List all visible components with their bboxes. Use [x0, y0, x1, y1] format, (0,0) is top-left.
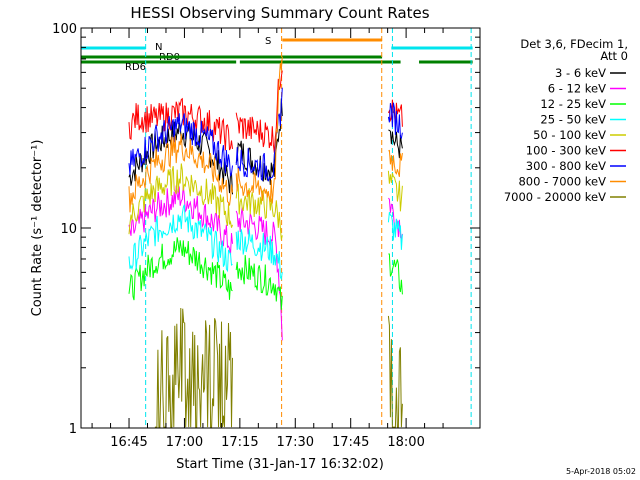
- legend-entry-4: 50 - 100 keV: [533, 128, 606, 142]
- legend-entry-8: 7000 - 20000 keV: [504, 190, 606, 204]
- series-8-segment-1: [387, 315, 403, 428]
- y-tick-label-0: 1: [69, 422, 77, 437]
- series-6-segment-1: [235, 87, 283, 182]
- x-tick-label-5: 18:00: [387, 435, 424, 450]
- legend-entry-3: 25 - 50 keV: [540, 113, 606, 127]
- series-1-segment-0: [128, 185, 233, 255]
- series-2-segment-1: [235, 255, 283, 310]
- x-tick-label-2: 17:15: [221, 435, 258, 450]
- x-axis-label: Start Time (31-Jan-17 16:32:02): [176, 457, 384, 472]
- y-axis-label: Count Rate (s⁻¹ detector⁻¹): [30, 140, 45, 317]
- series-2-segment-0: [128, 237, 233, 301]
- series-7-segment-1: [235, 56, 283, 204]
- series-5-segment-0: [128, 97, 233, 151]
- chart-title: HESSI Observing Summary Count Rates: [130, 4, 429, 22]
- y-tick-label-2: 100: [52, 22, 77, 37]
- x-tick-label-1: 17:00: [166, 435, 203, 450]
- legend-entry-7: 800 - 7000 keV: [518, 175, 606, 189]
- legend-entry-5: 100 - 300 keV: [526, 144, 606, 158]
- series-8-segment-0: [154, 307, 233, 428]
- flag-label-rd6: RD6: [125, 62, 146, 73]
- legend-entry-2: 12 - 25 keV: [540, 97, 606, 111]
- series-3-segment-2: [387, 212, 403, 250]
- flag-label-n: N: [155, 42, 162, 53]
- legend-header-0: Det 3,6, FDecim 1,: [520, 37, 628, 51]
- series-2-segment-2: [388, 253, 403, 295]
- series-1-segment-1: [235, 207, 283, 341]
- series-4-segment-2: [387, 170, 403, 212]
- x-tick-label-0: 16:45: [110, 435, 147, 450]
- timestamp: 5-Apr-2018 05:02: [566, 467, 636, 476]
- series-3-segment-1: [235, 229, 283, 281]
- series-5-segment-1: [235, 70, 283, 153]
- series-4-segment-0: [128, 163, 233, 235]
- series-6-segment-2: [387, 102, 403, 140]
- y-tick-label-1: 10: [60, 222, 77, 237]
- legend-entry-6: 300 - 800 keV: [526, 159, 606, 173]
- flag-label-s: S: [265, 36, 271, 47]
- x-tick-label-4: 17:45: [332, 435, 369, 450]
- x-tick-label-3: 17:30: [277, 435, 314, 450]
- legend-entry-0: 3 - 6 keV: [555, 66, 606, 80]
- legend-entry-1: 6 - 12 keV: [548, 82, 606, 96]
- series-3-segment-0: [128, 204, 233, 273]
- series-6-segment-0: [128, 113, 233, 177]
- series-7-segment-2: [388, 149, 403, 178]
- series-7-segment-0: [128, 133, 233, 213]
- series-4-segment-1: [235, 183, 283, 240]
- series-0-segment-2: [388, 129, 403, 159]
- legend-header-1: Att 0: [600, 49, 628, 63]
